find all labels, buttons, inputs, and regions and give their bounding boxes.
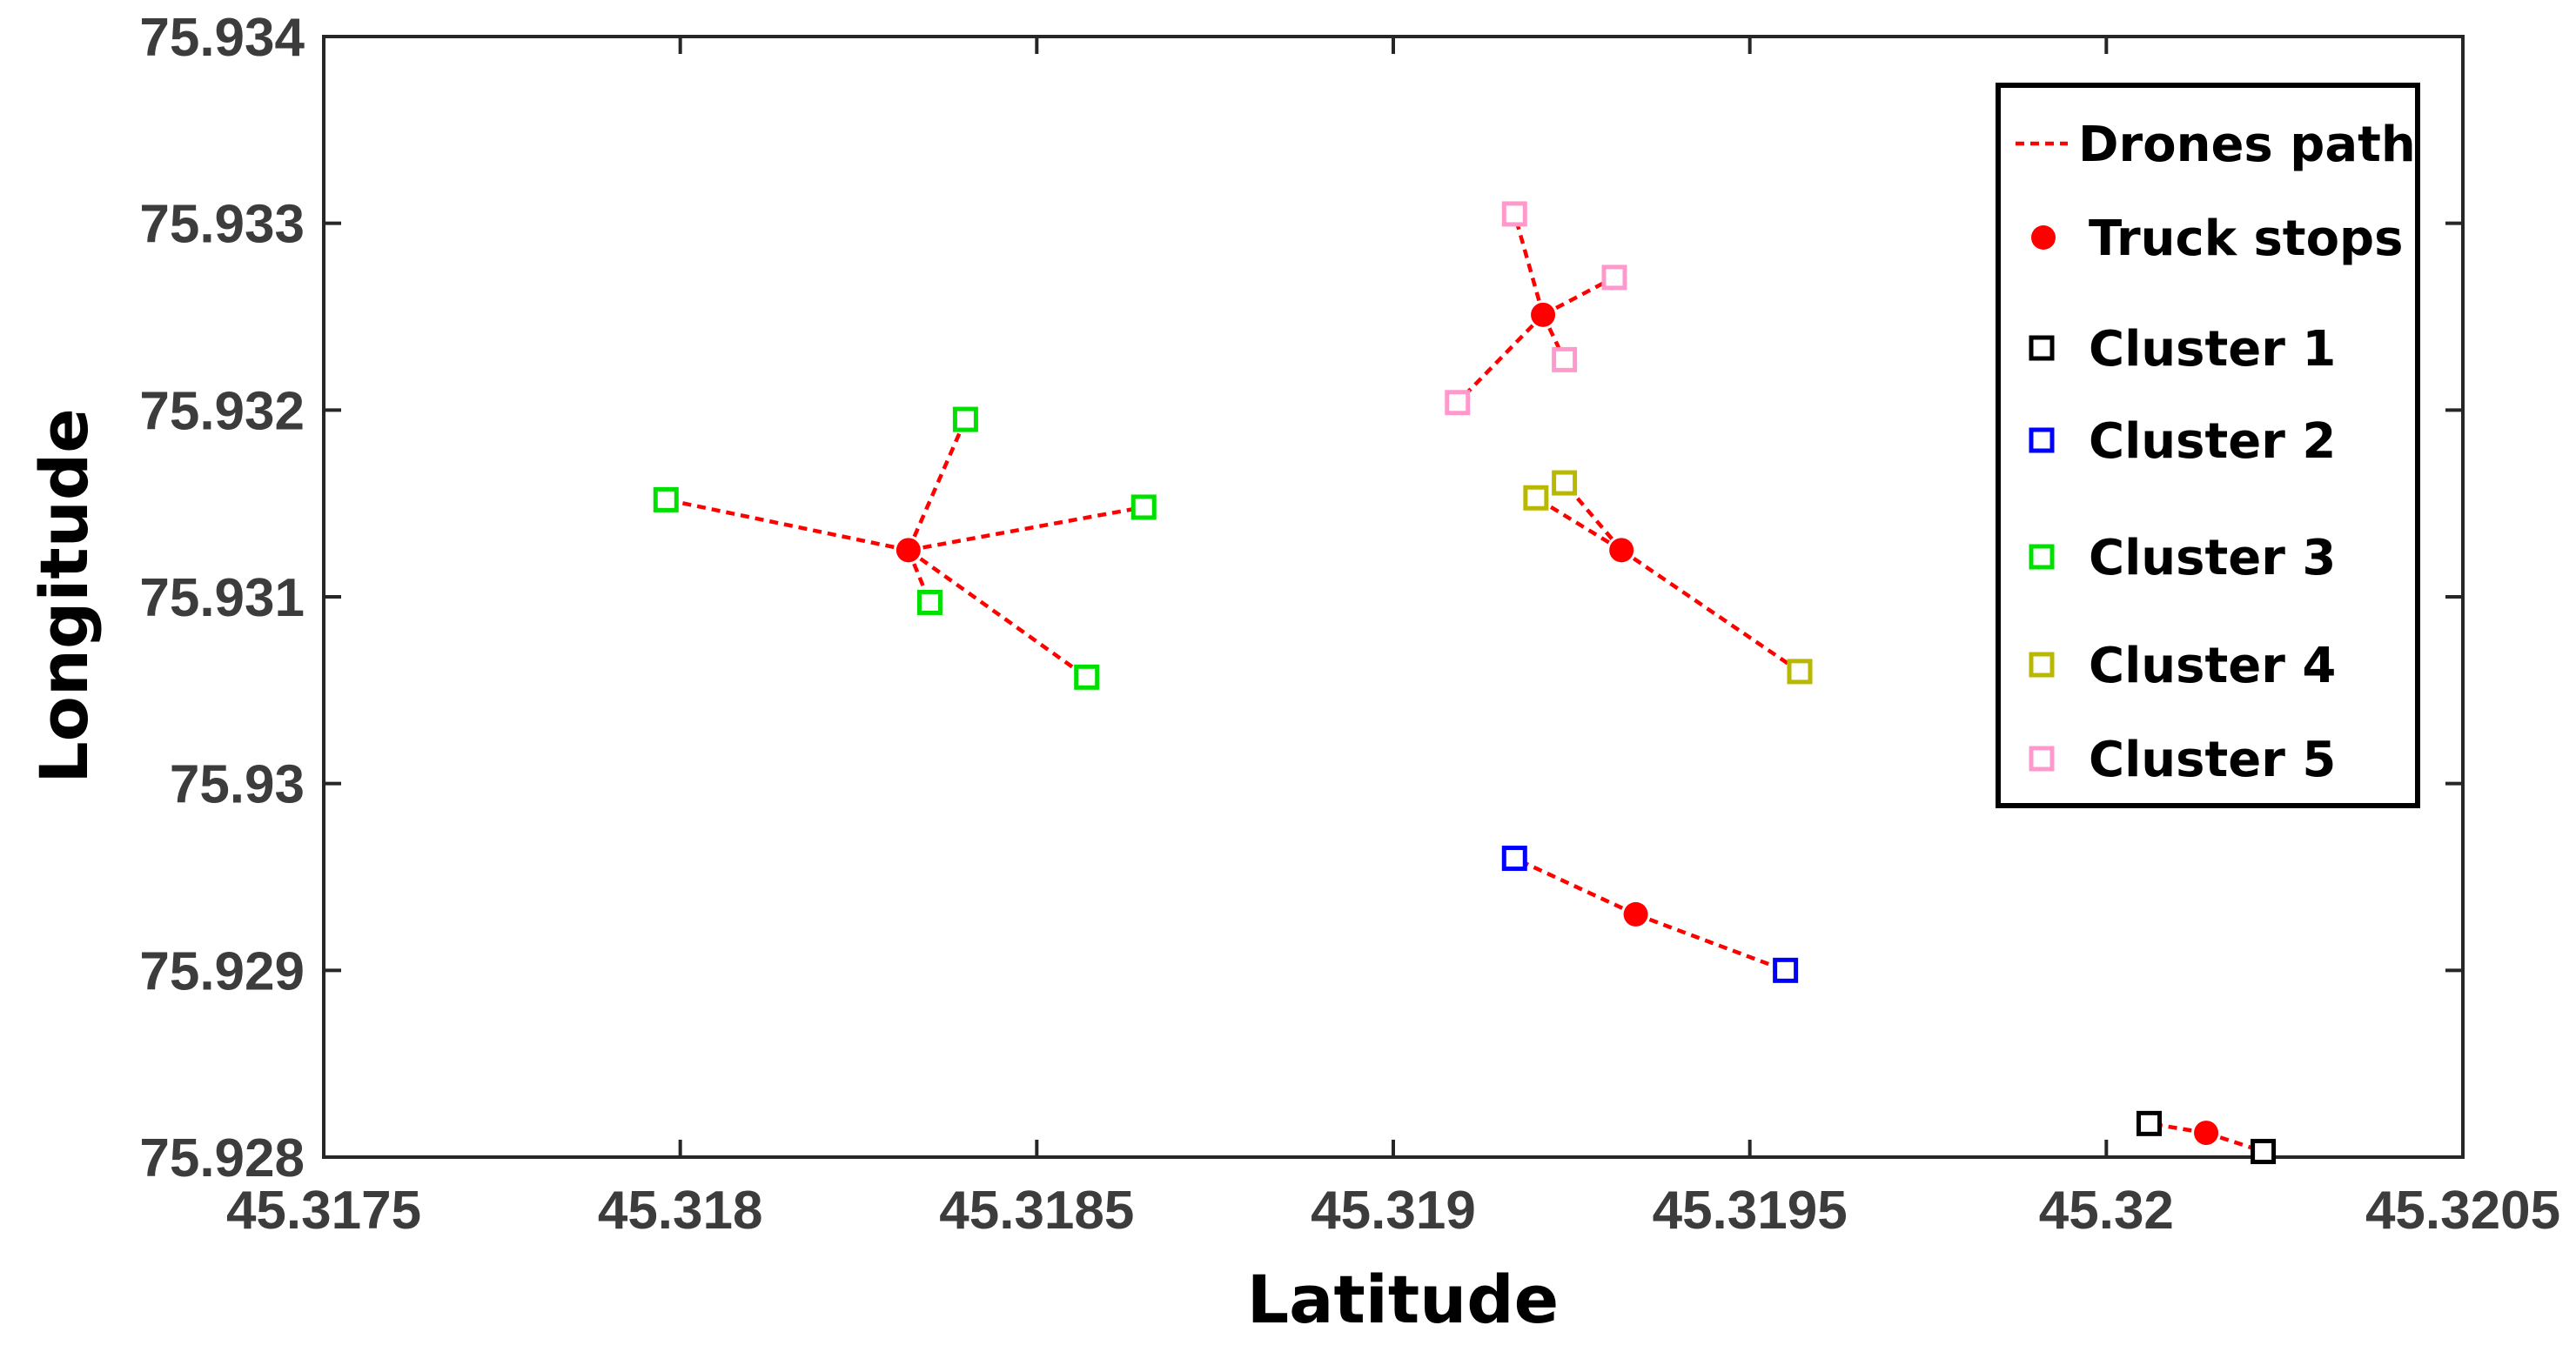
cluster-point: [1130, 494, 1157, 520]
legend-cluster-swatch: [2029, 746, 2055, 772]
x-tick-label: 45.3175: [226, 1181, 421, 1241]
drone-path: [907, 548, 1088, 679]
legend-label: Cluster 3: [2089, 530, 2336, 586]
x-tick-label: 45.319: [1311, 1181, 1476, 1241]
y-tick-label: 75.931: [139, 568, 305, 628]
x-tick-label: 45.32: [2039, 1181, 2174, 1241]
tick-labels: 45.3175 45.318 45.3185 45.319 45.3195 45.32 45…: [139, 8, 2560, 1241]
legend-cluster-swatch: [2029, 544, 2055, 570]
cluster-point: [653, 486, 679, 512]
cluster-point: [2251, 1139, 2277, 1165]
legend-box: [1996, 83, 2420, 808]
x-tick-label: 45.318: [598, 1181, 763, 1241]
y-tick-label: 75.934: [139, 8, 305, 68]
cluster-point: [2136, 1110, 2162, 1136]
x-tick-label: 45.3195: [1653, 1181, 1848, 1241]
cluster-point: [1074, 664, 1100, 690]
legend-label: Cluster 5: [2089, 732, 2336, 788]
legend-cluster-swatch: [2029, 652, 2055, 678]
y-axis-title: Longitude: [25, 408, 103, 784]
truck-stop: [1623, 901, 1648, 927]
legend-label: Cluster 2: [2089, 413, 2336, 470]
cluster-point: [1501, 201, 1527, 227]
cluster-point: [1552, 470, 1578, 496]
drone-path: [1513, 213, 1546, 316]
x-axis-title: Latitude: [1247, 1261, 1559, 1338]
cluster-point: [952, 406, 978, 432]
drone-path: [1620, 548, 1801, 673]
drone-path: [1456, 313, 1545, 405]
cluster-point: [1445, 390, 1471, 416]
legend-truck-swatch: [2031, 225, 2056, 250]
cluster-point: [1601, 264, 1627, 291]
legend-label: Drones path: [2078, 117, 2416, 173]
cluster-point: [916, 589, 943, 615]
legend-label: Cluster 4: [2089, 638, 2336, 694]
legend-cluster-swatch: [2029, 335, 2055, 361]
legend-label: Truck stops: [2089, 211, 2403, 267]
cluster-point: [1523, 485, 1549, 511]
truck-stop: [1531, 302, 1556, 327]
cluster-point: [1501, 846, 1527, 872]
legend: Drones path Truck stops Cluster 1 Cluster 2…: [1996, 83, 2420, 808]
plot-area: [322, 35, 2465, 1165]
y-tick-label: 75.932: [139, 381, 305, 441]
drone-path: [1513, 856, 1637, 916]
truck-stop: [896, 538, 921, 563]
drone-path: [908, 505, 1144, 552]
y-tick-label: 75.933: [139, 195, 305, 255]
y-tick-label: 75.928: [139, 1128, 305, 1188]
drone-path: [1634, 912, 1787, 973]
legend-label: Cluster 1: [2089, 321, 2336, 378]
cluster-point: [1773, 957, 1799, 983]
legend-cluster-swatch: [2029, 427, 2055, 453]
cluster-point: [1552, 346, 1578, 372]
x-tick-label: 45.3185: [939, 1181, 1134, 1241]
y-tick-label: 75.93: [170, 755, 305, 815]
y-tick-label: 75.929: [139, 941, 305, 1001]
drone-path: [665, 498, 909, 552]
cluster-point: [1787, 659, 1813, 685]
drone-path: [906, 418, 968, 552]
drone-path: [1534, 496, 1623, 552]
truck-stop: [2194, 1121, 2219, 1146]
truck-stop: [1609, 538, 1634, 563]
x-tick-label: 45.3205: [2365, 1181, 2560, 1241]
